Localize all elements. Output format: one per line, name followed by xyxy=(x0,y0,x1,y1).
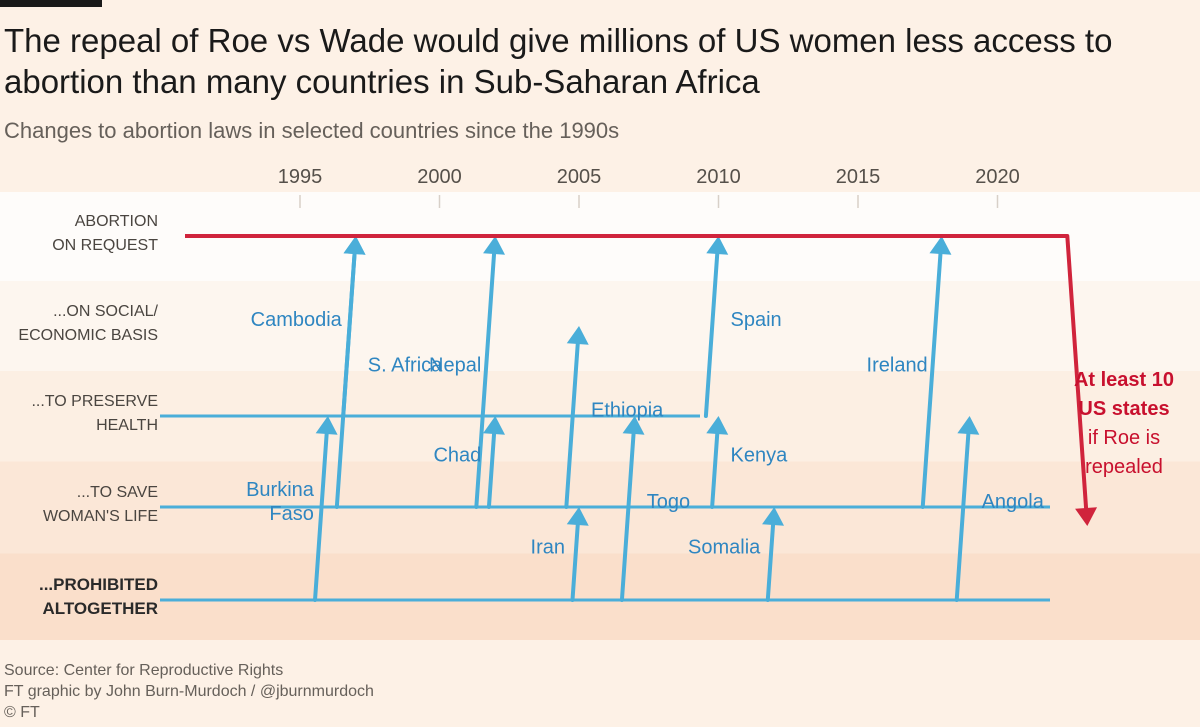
kenya-arrow-head xyxy=(706,416,729,435)
level-label: ABORTION ON REQUEST xyxy=(52,213,158,254)
chart-subtitle: Changes to abortion laws in selected cou… xyxy=(4,118,620,143)
level-label: ...PROHIBITED ALTOGETHER xyxy=(39,575,158,618)
chad-arrow-line xyxy=(486,431,497,509)
level-band xyxy=(0,553,1200,640)
burkina-faso-label: Burkina Faso xyxy=(246,479,315,525)
x-tick-label: 2000 xyxy=(417,166,462,188)
ireland-arrow-line xyxy=(920,251,943,509)
kenya-label: Kenya xyxy=(731,445,789,467)
ethiopia-arrow-line xyxy=(564,341,580,509)
angola-label: Angola xyxy=(982,491,1045,513)
angola-arrow-line xyxy=(954,431,971,602)
source-note: Source: Center for Reproductive Rights xyxy=(4,662,284,679)
x-tick-label: 2005 xyxy=(557,166,602,188)
somalia-arrow-head xyxy=(762,507,785,526)
ireland-arrow-head xyxy=(929,236,952,255)
us-label: At least 10 US states if Roe is repealed xyxy=(1074,369,1174,478)
x-tick-label: 2020 xyxy=(975,166,1020,188)
level-label: ...ON SOCIAL/ECONOMIC BASIS xyxy=(18,303,158,344)
togo-arrow-line xyxy=(619,431,636,602)
iran-arrow-line xyxy=(570,522,580,602)
ethiopia-arrow-head xyxy=(566,326,589,345)
chart-title: The repeal of Roe vs Wade would give mil… xyxy=(4,22,1113,100)
s-africa-arrow-head xyxy=(343,236,366,255)
togo-arrow-head xyxy=(622,416,645,435)
angola-arrow-head xyxy=(957,416,980,435)
iran-label: Iran xyxy=(531,537,565,559)
nepal-label: Nepal xyxy=(429,355,481,377)
iran-arrow-head xyxy=(566,507,589,526)
spain-arrow-line xyxy=(703,251,720,418)
us-arrow-line xyxy=(1065,234,1089,511)
nepal-arrow-line xyxy=(474,251,497,509)
us-arrow-head xyxy=(1075,507,1098,526)
cambodia-label: Cambodia xyxy=(251,309,343,331)
level-label: ...TO PRESERVE HEALTH xyxy=(31,393,158,434)
togo-label: Togo xyxy=(647,491,690,513)
ireland-label: Ireland xyxy=(867,355,928,377)
chad-arrow-head xyxy=(483,416,506,435)
chad-label: Chad xyxy=(433,445,481,467)
spain-label: Spain xyxy=(731,309,782,331)
x-tick-label: 2010 xyxy=(696,166,741,188)
nepal-arrow-head xyxy=(483,236,506,255)
somalia-arrow-line xyxy=(765,522,776,602)
chart-footer: Source: Center for Reproductive Rights F… xyxy=(4,660,374,723)
burkina-faso-arrow-head xyxy=(315,416,338,435)
level-label: ...TO SAVE WOMAN'S LIFE xyxy=(43,484,158,525)
brand-bar xyxy=(0,0,102,7)
level-band xyxy=(0,281,1200,371)
x-tick-label: 1995 xyxy=(278,166,323,188)
kenya-arrow-line xyxy=(710,431,720,509)
x-tick-label: 2015 xyxy=(836,166,881,188)
copyright-note: © FT xyxy=(4,704,40,721)
s-africa-arrow-line xyxy=(334,251,357,509)
s-africa-label: S. Africa xyxy=(368,355,443,377)
ethiopia-label: Ethiopia xyxy=(591,400,664,422)
somalia-label: Somalia xyxy=(688,537,761,559)
credit-note: FT graphic by John Burn-Murdoch / @jburn… xyxy=(4,683,374,700)
abortion-law-chart: 1995 2000 2005 2010 2015 2020 ABORTION ON REQU… xyxy=(0,166,1200,640)
burkina-faso-arrow-line xyxy=(313,431,329,602)
spain-arrow-head xyxy=(706,236,729,255)
